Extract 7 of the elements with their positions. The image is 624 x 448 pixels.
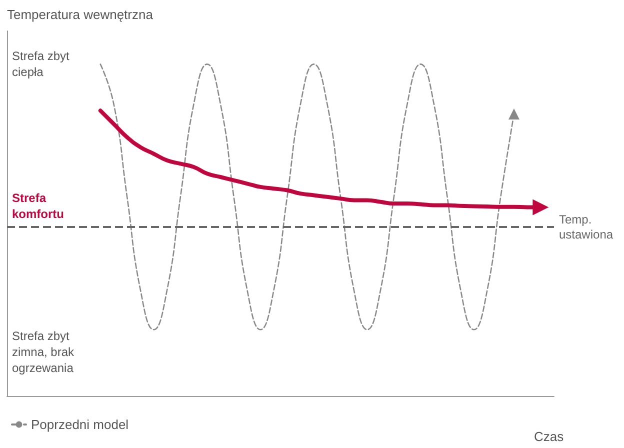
annotation: Strefa zbyt ciepła	[12, 49, 73, 79]
ref-line-label: Temp. ustawiona	[559, 212, 614, 242]
y-axis-title: Temperatura wewnętrzna	[7, 7, 154, 22]
x-axis-title: Czas	[534, 429, 564, 444]
legend-label: Poprzedni model	[31, 417, 129, 432]
annotation: Strefa komfortu	[12, 191, 64, 221]
annotation: Strefa zbyt zimna, brak ogrzewania	[12, 329, 78, 375]
